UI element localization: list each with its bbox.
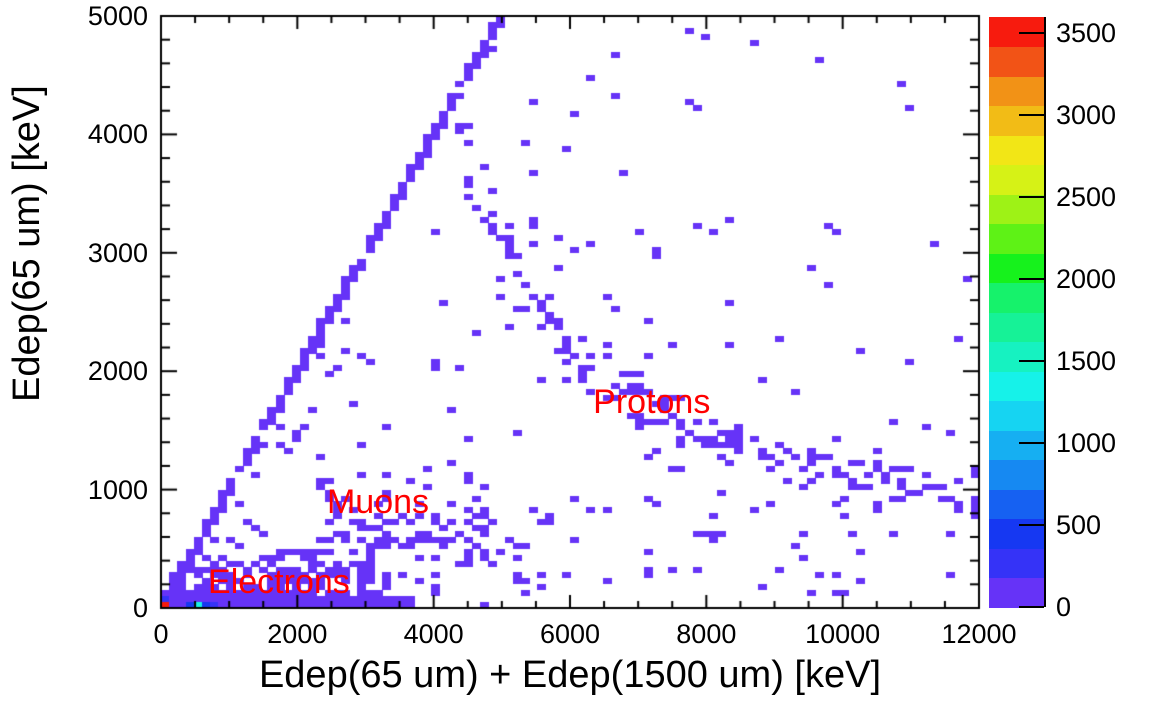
colorbar-band: [989, 105, 1044, 136]
colorbar-band: [989, 253, 1044, 283]
x-tick-label: 12000: [941, 619, 1017, 649]
colorbar-tick-label: 2500: [1056, 182, 1117, 213]
x-tick-label: 10000: [805, 619, 881, 649]
colorbar-tick: [1019, 196, 1044, 199]
colorbar-tick-label: 1000: [1056, 428, 1117, 459]
annotation-electrons: Electrons: [208, 563, 350, 602]
colorbar-band: [989, 489, 1044, 519]
colorbar-tick: [1019, 278, 1044, 281]
colorbar-tick: [1019, 524, 1044, 527]
colorbar-tick-label: 0: [1056, 592, 1072, 622]
colorbar: [989, 17, 1046, 608]
colorbar-band: [989, 76, 1044, 106]
y-tick-label: 5000: [87, 1, 148, 31]
colorbar-band: [989, 400, 1044, 431]
colorbar-band: [989, 17, 1044, 47]
colorbar-tick: [1019, 360, 1044, 363]
y-tick-label: 3000: [87, 237, 148, 268]
x-tick-label: 6000: [539, 619, 601, 649]
annotation-muons: Muons: [326, 482, 430, 521]
colorbar-tick-label: 500: [1056, 510, 1102, 541]
colorbar-tick-label: 3000: [1056, 100, 1117, 131]
colorbar-band: [989, 430, 1044, 460]
colorbar-tick: [1019, 32, 1044, 35]
colorbar-band: [989, 282, 1044, 313]
colorbar-tick: [1019, 114, 1044, 117]
colorbar-band: [989, 312, 1044, 342]
x-axis-title: Edep(65 um) + Edep(1500 um) [keV]: [258, 654, 882, 696]
colorbar-band: [989, 341, 1044, 372]
x-tick-label: 2000: [267, 619, 328, 649]
y-tick-label: 2000: [87, 356, 148, 387]
y-tick-label: 4000: [87, 119, 148, 150]
y-tick-label: 1000: [87, 474, 148, 505]
colorbar-band: [989, 223, 1044, 254]
x-tick-label: 4000: [403, 619, 464, 649]
colorbar-band: [989, 518, 1044, 549]
y-axis-title: Edep(65 um) [keV]: [6, 85, 48, 402]
colorbar-band: [989, 194, 1044, 224]
colorbar-band: [989, 46, 1044, 77]
x-tick-label: 8000: [676, 619, 737, 649]
colorbar-band: [989, 371, 1044, 401]
colorbar-tick-label: 1500: [1056, 346, 1117, 377]
colorbar-tick: [1019, 606, 1044, 608]
y-tick-label: 0: [132, 593, 148, 623]
colorbar-tick-label: 2000: [1056, 264, 1117, 295]
colorbar-band: [989, 135, 1044, 165]
x-tick-label: 0: [153, 619, 169, 649]
colorbar-band: [989, 459, 1044, 490]
colorbar-tick-label: 3500: [1056, 18, 1117, 49]
colorbar-band: [989, 548, 1044, 578]
colorbar-band: [989, 164, 1044, 195]
colorbar-band: [989, 577, 1044, 608]
annotation-protons: Protons: [593, 383, 711, 422]
colorbar-tick: [1019, 442, 1044, 445]
